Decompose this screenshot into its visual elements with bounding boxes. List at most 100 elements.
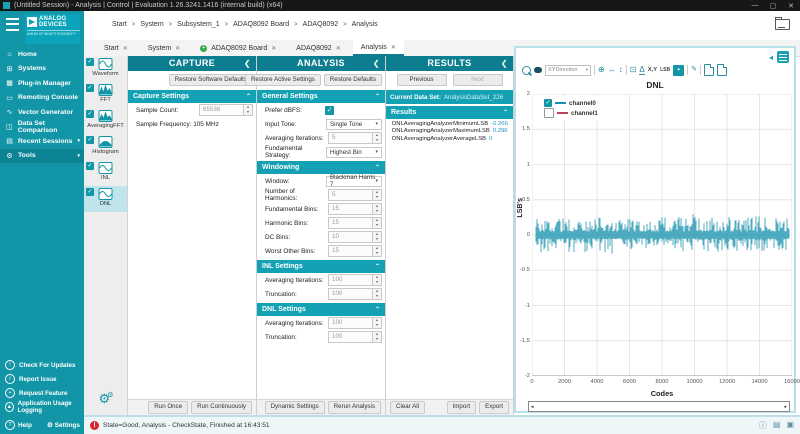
legend-item-channel1[interactable]: channel1: [544, 108, 598, 118]
scroll-left-icon[interactable]: ◂: [531, 403, 534, 410]
drag-zoom-icon[interactable]: [534, 67, 542, 73]
sample-count-input[interactable]: 65536: [199, 104, 244, 117]
legend-item-channel0[interactable]: ✓ channel0: [544, 98, 598, 108]
sample-count-stepper[interactable]: ▲ ▼: [244, 104, 253, 117]
collapse-section-icon[interactable]: ⌃: [374, 165, 380, 172]
collapse-chart-icon[interactable]: ◂: [768, 52, 773, 62]
stepper[interactable]: ▲ ▼: [373, 245, 382, 258]
plugin-item-waveform[interactable]: ✓ Waveform: [84, 56, 127, 82]
close-icon[interactable]: ✕: [335, 45, 341, 52]
tab-system[interactable]: System ✕: [147, 44, 181, 52]
close-icon[interactable]: ✕: [122, 45, 128, 52]
sidebar-item-plugin-manager[interactable]: ▦ Plug-in Manager: [6, 79, 71, 88]
horizontal-scale-icon[interactable]: ↔: [607, 65, 616, 74]
legend-checkbox[interactable]: ✓: [544, 99, 552, 107]
breadcrumb-item[interactable]: Subsystem_1: [177, 21, 220, 28]
run-continuously-button[interactable]: Run Continuously: [191, 401, 252, 414]
sidebar-item-check-for-updates[interactable]: ! Check For Updates: [0, 358, 84, 372]
sidebar-item-systems[interactable]: ⊞ Systems: [6, 65, 46, 73]
plugin-checkbox[interactable]: ✓: [86, 136, 94, 144]
settings-button[interactable]: ⚙ Settings: [47, 421, 80, 430]
stepper[interactable]: ▲ ▼: [373, 331, 382, 344]
layout-icon[interactable]: ▣: [786, 420, 794, 429]
prefer-dbfs-checkbox[interactable]: ✓: [325, 105, 334, 115]
breadcrumb-item[interactable]: ADAQ8092: [302, 21, 339, 28]
sidebar-item-home[interactable]: ⌂ Home: [0, 47, 84, 62]
feedback-icon[interactable]: ▤: [772, 420, 781, 429]
results-section[interactable]: Results ⌃: [386, 106, 513, 120]
harmonic-bins-input[interactable]: 15: [328, 217, 373, 230]
stepper[interactable]: ▲ ▼: [373, 288, 382, 301]
close-icon[interactable]: ✕: [390, 44, 396, 51]
breadcrumb-item[interactable]: Start: [112, 21, 127, 28]
xy-direction-select[interactable]: XYDirection ▾: [545, 64, 591, 76]
pan-icon[interactable]: ⊕: [598, 65, 605, 74]
sidebar-item-remoting-console[interactable]: ▭ Remoting Console: [6, 94, 79, 102]
scroll-right-icon[interactable]: ▸: [784, 403, 787, 410]
dc-bins-input[interactable]: 10: [328, 231, 373, 244]
close-icon[interactable]: ✕: [175, 45, 181, 52]
vertical-scale-icon[interactable]: ↕: [618, 65, 623, 74]
zoom-icon[interactable]: [522, 65, 531, 75]
close-button[interactable]: ✕: [788, 2, 794, 10]
restore-active-settings-button[interactable]: Restore Active Settings: [244, 74, 321, 87]
plugin-checkbox[interactable]: ✓: [86, 162, 94, 170]
collapse-section-icon[interactable]: ⌃: [374, 307, 380, 314]
tab-start[interactable]: Start ✕: [104, 44, 128, 52]
sidebar-item-application-usage-logging[interactable]: ▲ Application Usage Logging: [5, 400, 72, 414]
collapse-panel-icon[interactable]: ❮: [500, 59, 508, 68]
plugin-item-averagingfft[interactable]: ✓ AveragingFFT: [84, 108, 127, 134]
dnl-averaging-iterations-input[interactable]: 100: [328, 317, 373, 330]
sidebar-item-data-set-comparison[interactable]: ◫ Data Set Comparison: [6, 119, 58, 134]
averaging-iterations-input[interactable]: 5: [328, 132, 373, 145]
stepper[interactable]: ▲ ▼: [373, 274, 382, 287]
breadcrumb-item[interactable]: System: [140, 21, 164, 28]
next-button[interactable]: Next: [452, 74, 503, 87]
previous-button[interactable]: Previous: [396, 74, 447, 87]
trace-options-dropdown[interactable]: ▾: [673, 64, 685, 76]
collapse-section-icon[interactable]: ⌃: [374, 94, 380, 101]
inl-truncation-input[interactable]: 100: [328, 288, 373, 301]
run-once-button[interactable]: Run Once: [148, 401, 189, 414]
general-settings-section[interactable]: General Settings ⌃: [257, 90, 385, 104]
restore-defaults-button[interactable]: Restore Defaults: [323, 74, 382, 87]
chart-horizontal-scrollbar[interactable]: ◂ ▸: [528, 401, 790, 412]
hamburger-menu-icon[interactable]: [6, 18, 19, 31]
stepper[interactable]: ▲ ▼: [373, 189, 382, 202]
restore-software-defaults-button[interactable]: Restore Software Defaults: [168, 74, 253, 87]
tab-adaq8092-board[interactable]: + ADAQ8092 Board ✕: [192, 40, 284, 56]
plugin-item-fft[interactable]: ✓ FFT: [84, 82, 127, 108]
plugin-checkbox[interactable]: ✓: [86, 188, 94, 196]
legend-checkbox[interactable]: [544, 108, 554, 118]
plot-area[interactable]: ✓ channel0 channel1: [532, 94, 792, 376]
fundamental-bins-input[interactable]: 15: [328, 203, 373, 216]
chart-menu-icon[interactable]: [777, 51, 789, 63]
window-select[interactable]: Blackman Harris 7 ▾: [326, 174, 382, 188]
inl-averaging-iterations-input[interactable]: 100: [328, 274, 373, 287]
plugin-settings-button[interactable]: ⚙⚙: [84, 391, 128, 407]
xy-readout-label[interactable]: X,Y: [647, 67, 658, 73]
fundamental-strategy-select[interactable]: Highest Bin ▾: [326, 146, 382, 158]
plugin-item-dnl[interactable]: ✓ DNL: [84, 186, 127, 212]
plugin-item-histogram[interactable]: ✓ Histogram: [84, 134, 127, 160]
sidebar-item-tools[interactable]: ⚙ Tools ▾: [0, 148, 84, 163]
error-status-icon[interactable]: !: [90, 421, 99, 430]
export-image-icon[interactable]: [703, 64, 714, 76]
sidebar-item-recent-sessions[interactable]: ▤ Recent Sessions ▾: [6, 137, 80, 146]
help-button[interactable]: Help: [18, 421, 32, 429]
stepper[interactable]: ▲ ▼: [373, 231, 382, 244]
capture-settings-section[interactable]: Capture Settings ⌃: [128, 90, 256, 104]
breadcrumb-item[interactable]: Analysis: [351, 21, 378, 28]
clear-all-button[interactable]: Clear All: [390, 401, 426, 414]
stepper[interactable]: ▲ ▼: [373, 317, 382, 330]
collapse-section-icon[interactable]: ⌃: [245, 94, 251, 101]
annotate-icon[interactable]: ✎: [691, 66, 697, 73]
sidebar-item-request-feature[interactable]: + Request Feature: [0, 386, 84, 400]
minimize-button[interactable]: —: [751, 1, 759, 9]
dynamic-settings-button[interactable]: Dynamic Settings: [264, 401, 325, 414]
export-button[interactable]: Export: [479, 401, 509, 414]
collapse-panel-icon[interactable]: ❮: [243, 59, 251, 68]
collapse-panel-icon[interactable]: ❮: [372, 59, 380, 68]
sidebar-item-vector-generator[interactable]: ∿ Vector Generator: [6, 108, 74, 117]
import-button[interactable]: Import: [446, 401, 477, 414]
